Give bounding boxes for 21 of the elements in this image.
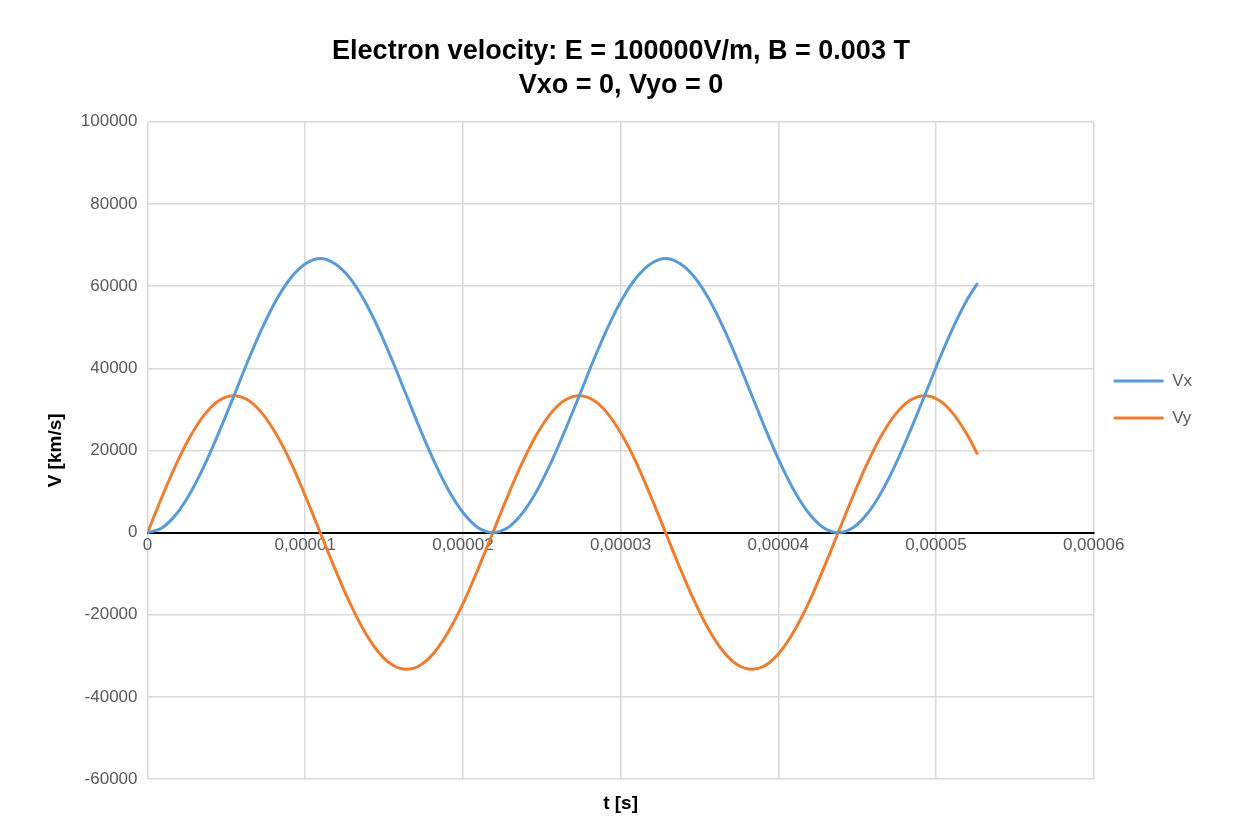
y-tick-label: -20000 [84, 604, 138, 624]
y-axis-title: V [km/s] [43, 413, 65, 488]
legend-label: Vy [1172, 407, 1192, 427]
y-tick-label: 100000 [80, 111, 138, 131]
y-tick-label: 20000 [90, 440, 138, 460]
y-tick-label: -60000 [84, 768, 138, 788]
y-tick-label: 80000 [90, 193, 138, 213]
x-tick-label: 0,00004 [747, 535, 810, 555]
x-axis-title: t [s] [603, 791, 639, 813]
line-series [147, 257, 979, 535]
y-tick-label: 60000 [90, 275, 138, 295]
y-tick-label: 0 [128, 522, 138, 542]
x-tick-label: 0,00006 [1062, 535, 1125, 555]
x-tick-label: 0,00005 [905, 535, 967, 555]
y-tick-label: 40000 [90, 357, 138, 377]
x-tick-label: 0,00003 [589, 535, 652, 555]
x-tick-label: 0 [142, 535, 153, 555]
chart-subtitle: Vxo = 0, Vyo = 0 [518, 69, 724, 100]
chart-title: Electron velocity: E = 100000V/m, B = 0.003 T [332, 34, 911, 65]
y-tick-label: -40000 [84, 686, 138, 706]
legend-label: Vx [1172, 370, 1193, 390]
